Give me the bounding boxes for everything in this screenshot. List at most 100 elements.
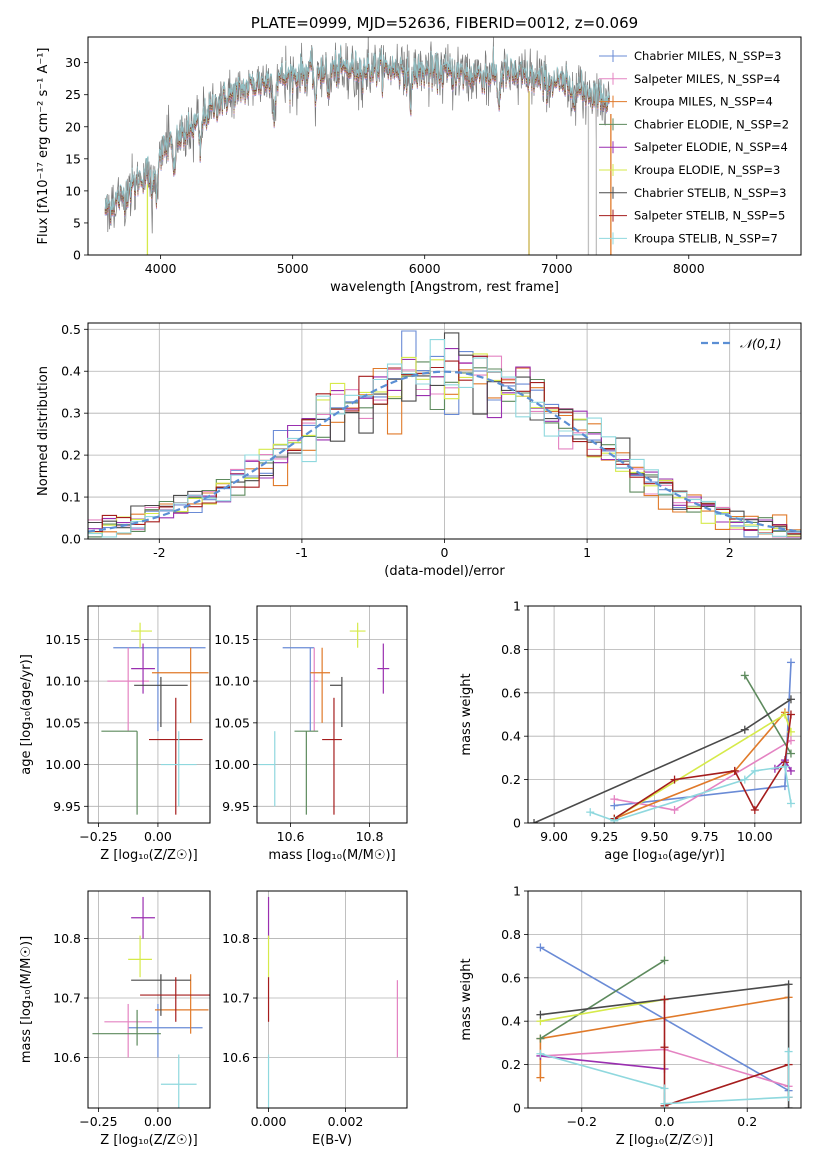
weight-point-STELIB_Kroupa xyxy=(660,1084,669,1093)
weight-point-STELIB_Kroupa xyxy=(740,775,749,784)
errorbar-STELIB_Salpeter xyxy=(322,697,342,815)
weight-point-ELODIE_Chabrier xyxy=(536,1034,545,1043)
legend-label-4: Salpeter ELODIE, N_SSP=4 xyxy=(634,140,788,154)
errorbar-ELODIE_Kroupa xyxy=(128,935,152,978)
legend: 𝒩(0,1) xyxy=(701,336,782,351)
legend-label-0: Chabrier MILES, N_SSP=3 xyxy=(634,49,781,63)
weight-point-STELIB_Chabrier xyxy=(740,725,749,734)
legend-label-8: Kroupa STELIB, N_SSP=7 xyxy=(634,231,778,245)
chart-title: PLATE=0999, MJD=52636, FIBERID=0012, z=0… xyxy=(251,14,638,32)
weight-point-ELODIE_Chabrier xyxy=(786,749,795,758)
xtick-label: 2 xyxy=(726,545,734,560)
ytick-label: 10.6 xyxy=(222,1050,250,1065)
plot-area-massweight_vs_Z xyxy=(536,943,793,1108)
ytick-label: 10.05 xyxy=(45,715,81,730)
ytick-label: 0 xyxy=(513,1101,521,1116)
weight-point-MILES_Chabrier xyxy=(536,943,545,952)
errorbar-ELODIE_Chabrier xyxy=(101,730,138,815)
ytick-label: 10.8 xyxy=(222,931,250,946)
y-axis-label: mass [log₁₀(M/M☉)] xyxy=(19,936,34,1063)
spectrum-model-STELIB_Kroupa xyxy=(104,44,610,219)
grid-mass_vs_EBV xyxy=(257,891,407,1108)
weight-point-STELIB_Salpeter xyxy=(660,995,669,1004)
grid-massweight_vs_age xyxy=(528,605,801,824)
y-axis-label: Normed distribution xyxy=(36,366,51,496)
y-axis-label: mass weight xyxy=(459,673,474,755)
axes-residuals: -2 -1 0 1 2 0.0 0.1 0.2 0.3 0.4 0.5 (data-model)/er… xyxy=(36,322,802,579)
ytick-label: 25 xyxy=(65,87,81,102)
ytick-label: 10.00 xyxy=(214,757,250,772)
legend-label-3: Chabrier ELODIE, N_SSP=2 xyxy=(634,117,789,131)
weight-line-STELIB_Salpeter xyxy=(613,714,792,820)
xtick-label: 0.000 xyxy=(251,1114,287,1129)
y-axis-label: mass weight xyxy=(459,958,474,1040)
ytick-label: 1 xyxy=(513,599,521,614)
errorbar-STELIB_Kroupa xyxy=(160,1054,197,1108)
weight-point-MILES_Salpeter xyxy=(610,795,619,804)
errorbar-STELIB_Salpeter xyxy=(140,977,210,1022)
weight-point-STELIB_Salpeter xyxy=(730,766,739,775)
axes-massweight_vs_age: 9.00 9.25 9.50 9.75 10.00 0 0.2 0.4 0.6 0.8 1 age [… xyxy=(459,599,802,863)
ytick-label: 10.8 xyxy=(53,931,81,946)
xtick-label: 0.00 xyxy=(144,1114,172,1129)
xtick-label: 1 xyxy=(583,545,591,560)
histogram-STELIB_Kroupa xyxy=(88,339,801,538)
ytick-label: 0.6 xyxy=(501,685,521,700)
xtick-label: 8000 xyxy=(673,261,705,276)
weight-line-STELIB_Kroupa xyxy=(589,765,792,822)
axes-age_vs_Z: −0.25 0.00 9.95 10.00 10.05 10.10 10.15 Z [log₁… xyxy=(19,605,211,863)
xtick-label: 9.75 xyxy=(691,829,719,844)
weight-point-STELIB_Chabrier xyxy=(784,980,793,989)
xtick-label: 0.00 xyxy=(144,829,172,844)
legend-label-2: Kroupa MILES, N_SSP=4 xyxy=(634,95,773,109)
weight-point-STELIB_Kroupa xyxy=(660,1099,669,1108)
xtick-label: 0.0 xyxy=(655,1114,675,1129)
ytick-label: 0.2 xyxy=(501,772,521,787)
legend-label-1: Salpeter MILES, N_SSP=4 xyxy=(634,72,780,86)
weight-point-STELIB_Chabrier xyxy=(784,1104,793,1108)
legend-label-7: Salpeter STELIB, N_SSP=5 xyxy=(634,209,785,223)
frame-massweight_vs_age xyxy=(527,605,802,824)
ytick-label: 20 xyxy=(65,119,81,134)
errorbar-MILES_Chabrier xyxy=(282,647,315,732)
axes-mass_vs_EBV: 0.000 0.002 10.6 10.7 10.8 E(B-V) xyxy=(222,890,408,1148)
ytick-label: 10 xyxy=(65,183,81,198)
errorbar-MILES_Salpeter xyxy=(313,647,319,732)
xtick-label: 0.2 xyxy=(737,1114,757,1129)
ytick-label: 10.15 xyxy=(214,632,250,647)
weight-point-STELIB_Salpeter xyxy=(660,1043,669,1052)
weight-point-STELIB_Kroupa xyxy=(750,766,759,775)
ytick-label: 0.2 xyxy=(61,448,81,463)
plot-area-spectrum xyxy=(104,37,612,255)
errorbar-MILES_Salpeter xyxy=(104,1003,152,1058)
errorbar-ELODIE_Kroupa xyxy=(131,622,152,648)
y-axis-label: Flux [fλ10⁻¹⁷ erg cm⁻² s⁻¹ A⁻¹] xyxy=(36,48,51,245)
xtick-label: 5000 xyxy=(277,261,309,276)
weight-point-STELIB_Kroupa xyxy=(786,799,795,808)
xtick-label: 9.50 xyxy=(641,829,669,844)
xtick-label: 10.00 xyxy=(737,829,773,844)
x-axis-label: E(B-V) xyxy=(312,1133,352,1148)
axes-massweight_vs_Z: −0.2 0.0 0.2 0 0.2 0.4 0.6 0.8 1 Z [log₁₀(Z/Z☉)] m… xyxy=(459,884,802,1148)
ytick-label: 10.7 xyxy=(53,991,81,1006)
errorbar-ELODIE_Kroupa xyxy=(349,622,366,648)
xtick-label: −0.25 xyxy=(79,829,117,844)
ytick-label: 15 xyxy=(65,151,81,166)
legend: Chabrier MILES, N_SSP=3 Salpeter MILES, N… xyxy=(599,49,789,245)
errorbar-ELODIE_Salpeter xyxy=(131,896,155,939)
ytick-label: 30 xyxy=(65,55,81,70)
ytick-label: 0.6 xyxy=(501,970,521,985)
weight-point-STELIB_Kroupa xyxy=(784,1093,793,1102)
weight-point-STELIB_Salpeter xyxy=(750,805,759,814)
ytick-label: 0.0 xyxy=(61,532,81,547)
x-axis-label: Z [log₁₀(Z/Z☉)] xyxy=(616,1133,713,1148)
ytick-label: 0.3 xyxy=(61,406,81,421)
ytick-label: 0.2 xyxy=(501,1057,521,1072)
xtick-label: 4000 xyxy=(145,261,177,276)
errorbar-STELIB_Kroupa xyxy=(160,731,197,807)
weight-line-ELODIE_Kroupa xyxy=(540,998,665,1022)
grid-age_vs_mass xyxy=(257,606,407,823)
plot-area-mass_vs_Z xyxy=(92,896,210,1108)
weight-point-STELIB_Salpeter xyxy=(670,775,679,784)
ytick-label: 10.15 xyxy=(45,632,81,647)
